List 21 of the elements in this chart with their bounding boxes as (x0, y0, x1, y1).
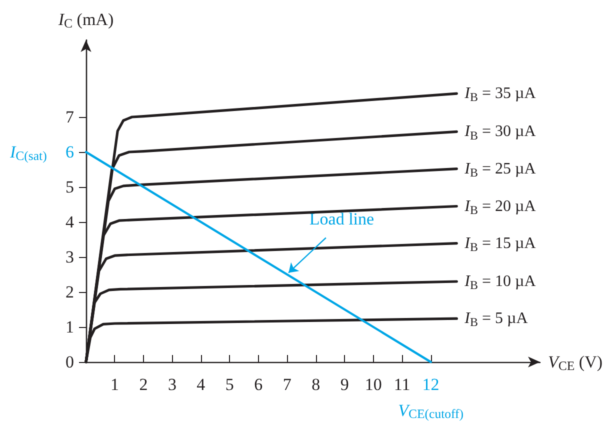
y-tick-label: 5 (66, 178, 74, 196)
x-tick-label: 1 (110, 375, 119, 394)
x-tick-label: 9 (340, 375, 349, 394)
y-tick-label: 1 (66, 318, 74, 336)
x-tick-label: 10 (364, 375, 382, 394)
x-tick-label: 7 (282, 375, 292, 394)
y-tick-label: 4 (66, 212, 74, 232)
x-tick-label: 5 (225, 375, 234, 394)
x-tick-label: 11 (394, 375, 410, 394)
y-tick-label: 6 (66, 142, 74, 162)
y-tick-label: 0 (66, 352, 74, 372)
annotation: Load line (309, 209, 374, 228)
y-tick-label: 7 (66, 108, 74, 126)
y-tick-label: 3 (66, 248, 74, 266)
x-tick-label: 8 (312, 375, 320, 394)
x-tick-label: 4 (196, 375, 206, 394)
x-tick-label: 6 (254, 375, 263, 394)
x-tick-label: 2 (139, 375, 148, 394)
x-tick-label: 12 (422, 375, 440, 394)
x-tick-label: 3 (168, 375, 176, 394)
y-tick-label: 2 (66, 282, 74, 302)
